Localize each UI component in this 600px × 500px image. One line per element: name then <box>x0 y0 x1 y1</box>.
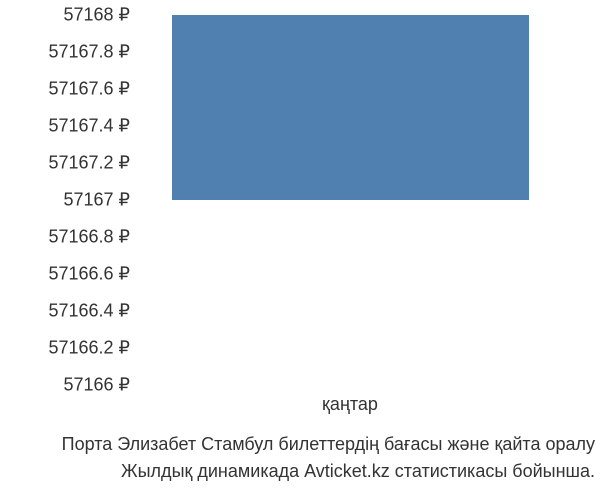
y-tick-label: 57167.4 ₽ <box>48 116 130 137</box>
y-tick-label: 57166.8 ₽ <box>48 227 130 248</box>
caption-line-2: Жылдық динамикада Avticket.kz статистика… <box>62 458 595 485</box>
plot-area: қаңтар <box>140 15 560 385</box>
y-tick-label: 57167 ₽ <box>63 190 130 211</box>
y-tick-label: 57167.8 ₽ <box>48 42 130 63</box>
y-axis: 57168 ₽57167.8 ₽57167.6 ₽57167.4 ₽57167.… <box>20 15 130 385</box>
y-tick-label: 57167.6 ₽ <box>48 79 130 100</box>
y-tick-label: 57166.2 ₽ <box>48 338 130 359</box>
y-tick-label: 57166.4 ₽ <box>48 301 130 322</box>
chart-container: 57168 ₽ 57167.8 ₽ 57167.6 ₽ 57167.4 ₽ 57167.… <box>0 0 600 420</box>
chart-caption: Порта Элизабет Стамбул билеттердің бағас… <box>62 431 595 485</box>
caption-line-1: Порта Элизабет Стамбул билеттердің бағас… <box>62 431 595 458</box>
y-tick-label: 57167.2 ₽ <box>48 153 130 174</box>
x-tick-label: қаңтар <box>322 394 378 415</box>
y-tick-label: 57166.6 ₽ <box>48 264 130 285</box>
bar <box>172 15 529 200</box>
y-tick-label: 57166 ₽ <box>63 375 130 396</box>
y-tick-label: 57168 ₽ <box>63 5 130 26</box>
